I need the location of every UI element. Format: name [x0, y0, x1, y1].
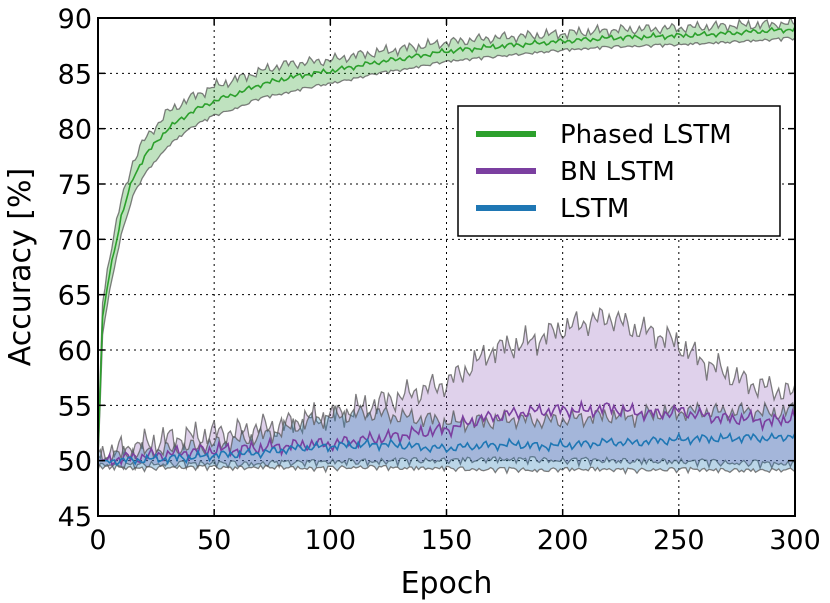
axis-ticks: 0 50 100 150 200 250 300 45 50 55 60 65 70 75 80 85 90 — [58, 4, 821, 556]
lstm-line — [98, 431, 795, 467]
y-tick-label: 65 — [58, 281, 92, 312]
x-tick-label: 0 — [89, 525, 106, 556]
phased-lstm-band-upper — [98, 18, 795, 445]
x-tick-label: 200 — [537, 525, 589, 556]
x-tick-label: 50 — [197, 525, 231, 556]
legend-label-phased-lstm: Phased LSTM — [560, 120, 732, 150]
lstm-band — [98, 402, 795, 474]
x-tick-label: 250 — [653, 525, 705, 556]
bn-lstm-band-upper — [98, 307, 795, 461]
y-tick-label: 50 — [58, 447, 92, 478]
y-tick-label: 90 — [58, 4, 92, 35]
lstm-band-lower — [98, 463, 795, 475]
y-tick-label: 85 — [58, 59, 92, 90]
bn-lstm-band-lower — [98, 455, 795, 472]
bn-lstm-line — [98, 398, 795, 467]
y-tick-label: 70 — [58, 225, 92, 256]
y-tick-label: 55 — [58, 391, 92, 422]
x-tick-label: 300 — [769, 525, 821, 556]
legend-label-bn-lstm: BN LSTM — [560, 157, 675, 187]
y-tick-label: 80 — [58, 115, 92, 146]
y-tick-label: 60 — [58, 336, 92, 367]
y-tick-label: 45 — [58, 502, 92, 533]
x-tick-label: 150 — [421, 525, 473, 556]
y-tick-label: 75 — [58, 170, 92, 201]
phased-lstm-line — [98, 26, 795, 456]
lstm-band-upper — [98, 400, 795, 463]
phased-lstm-band-lower — [98, 36, 795, 462]
y-axis-label: Accuracy [%] — [3, 168, 38, 366]
legend: Phased LSTM BN LSTM LSTM — [457, 105, 781, 237]
series-lines — [98, 26, 795, 467]
x-tick-label: 100 — [305, 525, 357, 556]
confidence-bands — [98, 18, 795, 475]
x-axis-label: Epoch — [401, 566, 493, 601]
legend-label-lstm: LSTM — [560, 194, 629, 224]
